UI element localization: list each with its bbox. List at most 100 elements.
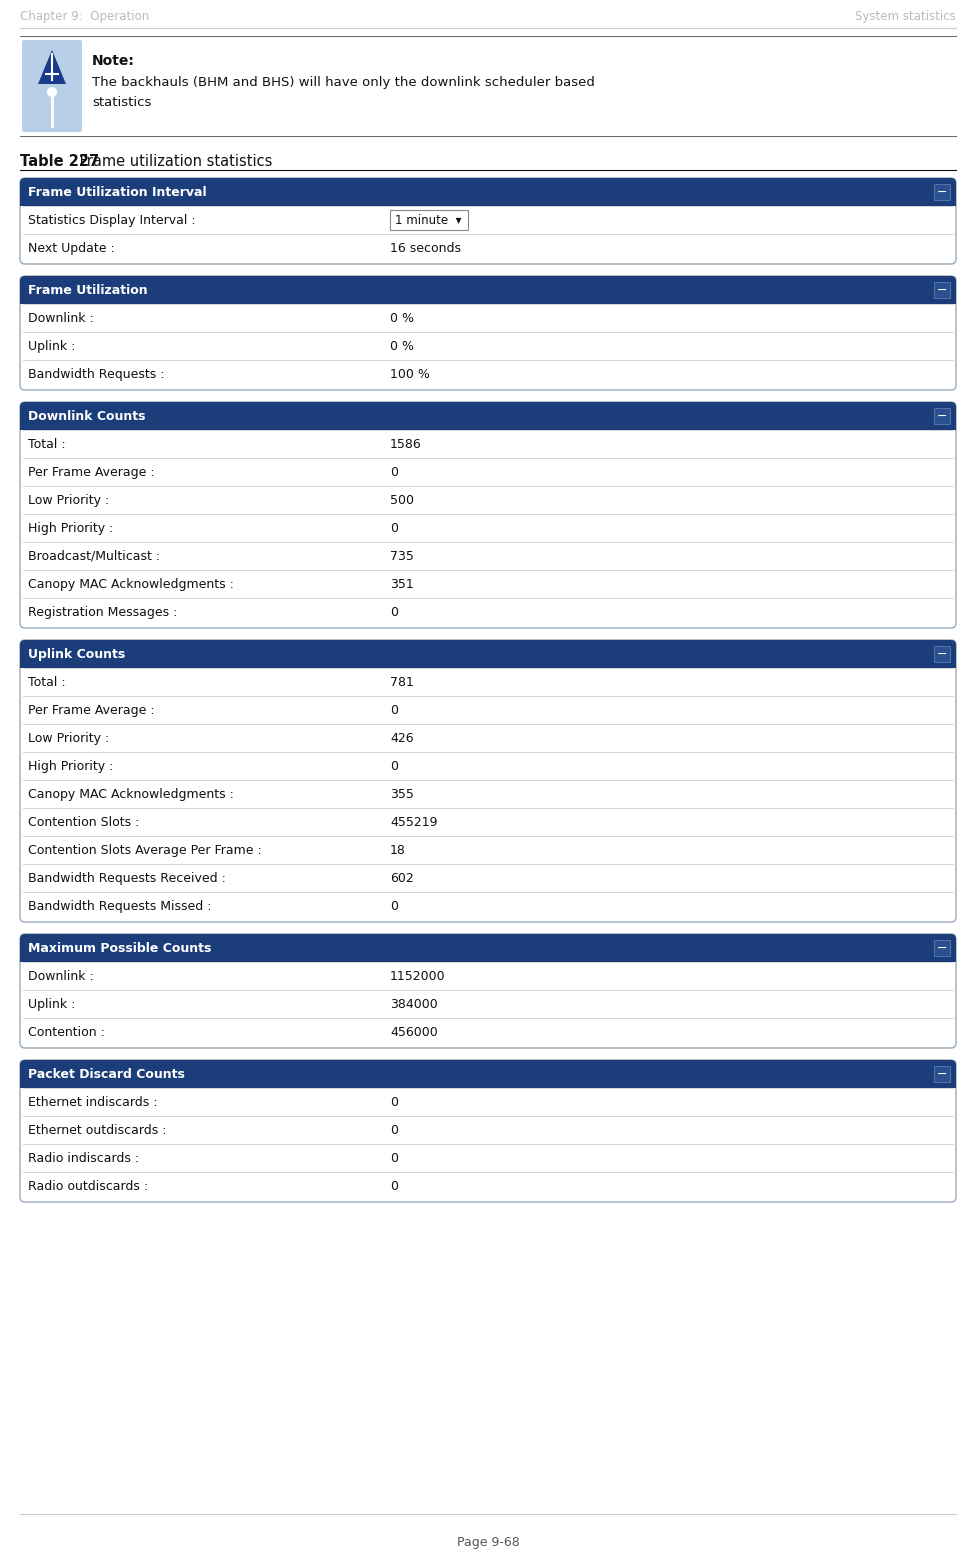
Text: Per Frame Average :: Per Frame Average : — [28, 465, 154, 479]
Text: −: − — [937, 941, 948, 954]
FancyBboxPatch shape — [20, 275, 956, 303]
Text: Bandwidth Requests Received :: Bandwidth Requests Received : — [28, 871, 225, 884]
Text: Canopy MAC Acknowledgments :: Canopy MAC Acknowledgments : — [28, 787, 234, 800]
Text: System statistics: System statistics — [855, 9, 956, 23]
Bar — [934, 940, 950, 955]
Text: Uplink :: Uplink : — [28, 997, 75, 1010]
Text: 426: 426 — [390, 731, 414, 744]
Text: 18: 18 — [390, 843, 406, 856]
Bar — [20, 201, 956, 205]
Text: 384000: 384000 — [390, 997, 438, 1010]
Polygon shape — [38, 50, 66, 84]
Text: Maximum Possible Counts: Maximum Possible Counts — [28, 941, 212, 954]
Text: Total :: Total : — [28, 675, 65, 688]
Text: 500: 500 — [390, 493, 414, 507]
Text: 16 seconds: 16 seconds — [390, 241, 461, 255]
Circle shape — [47, 87, 57, 96]
Text: High Priority :: High Priority : — [28, 521, 113, 535]
Text: 0: 0 — [390, 521, 398, 535]
Text: Next Update :: Next Update : — [28, 241, 115, 255]
Text: Frame utilization statistics: Frame utilization statistics — [75, 154, 272, 170]
Text: −: − — [937, 185, 948, 199]
Text: Low Priority :: Low Priority : — [28, 493, 109, 507]
Text: 0: 0 — [390, 1123, 398, 1136]
Text: Downlink :: Downlink : — [28, 311, 94, 325]
Text: 0: 0 — [390, 605, 398, 618]
FancyBboxPatch shape — [20, 934, 956, 1049]
Text: 602: 602 — [390, 871, 414, 884]
Text: Chapter 9:  Operation: Chapter 9: Operation — [20, 9, 149, 23]
Text: 355: 355 — [390, 787, 414, 800]
Bar — [934, 408, 950, 423]
Text: High Priority :: High Priority : — [28, 759, 113, 772]
Text: 1586: 1586 — [390, 437, 422, 451]
Text: −: − — [937, 647, 948, 660]
Text: −: − — [937, 1067, 948, 1080]
Text: 455219: 455219 — [390, 815, 437, 828]
Text: Downlink Counts: Downlink Counts — [28, 409, 145, 423]
Bar — [20, 1083, 956, 1088]
Bar — [934, 1066, 950, 1081]
Text: The backhauls (BHM and BHS) will have only the downlink scheduler based: The backhauls (BHM and BHS) will have on… — [92, 76, 595, 89]
FancyBboxPatch shape — [20, 1060, 956, 1201]
FancyBboxPatch shape — [20, 177, 956, 205]
Text: Radio indiscards :: Radio indiscards : — [28, 1151, 140, 1164]
Text: 0: 0 — [390, 1095, 398, 1108]
Text: −: − — [937, 283, 948, 297]
Text: Low Priority :: Low Priority : — [28, 731, 109, 744]
Text: Radio outdiscards :: Radio outdiscards : — [28, 1179, 148, 1192]
Text: 0 %: 0 % — [390, 339, 414, 353]
Text: Frame Utilization Interval: Frame Utilization Interval — [28, 185, 207, 199]
FancyBboxPatch shape — [22, 40, 82, 132]
Text: 456000: 456000 — [390, 1025, 438, 1038]
Text: Page 9-68: Page 9-68 — [457, 1536, 519, 1550]
Text: 0 %: 0 % — [390, 311, 414, 325]
Text: 0: 0 — [390, 465, 398, 479]
FancyBboxPatch shape — [20, 401, 956, 429]
Text: Uplink :: Uplink : — [28, 339, 75, 353]
Text: Contention Slots :: Contention Slots : — [28, 815, 140, 828]
Text: Bandwidth Requests :: Bandwidth Requests : — [28, 367, 165, 381]
Text: 1 minute  ▾: 1 minute ▾ — [395, 213, 462, 227]
Bar — [20, 299, 956, 303]
Text: Contention Slots Average Per Frame :: Contention Slots Average Per Frame : — [28, 843, 262, 856]
Text: 0: 0 — [390, 759, 398, 772]
Bar — [20, 663, 956, 668]
Bar — [20, 425, 956, 429]
Text: 0: 0 — [390, 703, 398, 716]
Text: Registration Messages :: Registration Messages : — [28, 605, 178, 618]
Text: Contention :: Contention : — [28, 1025, 104, 1038]
FancyBboxPatch shape — [20, 401, 956, 629]
Text: Note:: Note: — [92, 54, 135, 68]
Text: Ethernet outdiscards :: Ethernet outdiscards : — [28, 1123, 167, 1136]
Text: Packet Discard Counts: Packet Discard Counts — [28, 1067, 184, 1080]
Text: 0: 0 — [390, 1179, 398, 1192]
Text: Frame Utilization: Frame Utilization — [28, 283, 147, 297]
Bar — [390, 210, 468, 230]
FancyBboxPatch shape — [20, 275, 956, 391]
Text: Broadcast/Multicast :: Broadcast/Multicast : — [28, 549, 160, 563]
Text: Per Frame Average :: Per Frame Average : — [28, 703, 154, 716]
FancyBboxPatch shape — [20, 1060, 956, 1088]
Text: −: − — [937, 409, 948, 423]
Text: Ethernet indiscards :: Ethernet indiscards : — [28, 1095, 157, 1108]
Text: Canopy MAC Acknowledgments :: Canopy MAC Acknowledgments : — [28, 577, 234, 590]
Text: 351: 351 — [390, 577, 414, 590]
Bar — [20, 957, 956, 962]
Text: Statistics Display Interval :: Statistics Display Interval : — [28, 213, 195, 227]
Text: 0: 0 — [390, 899, 398, 912]
Text: 735: 735 — [390, 549, 414, 563]
Text: 1152000: 1152000 — [390, 969, 446, 982]
Bar — [934, 184, 950, 201]
Text: 781: 781 — [390, 675, 414, 688]
Text: 100 %: 100 % — [390, 367, 429, 381]
FancyBboxPatch shape — [20, 934, 956, 962]
FancyBboxPatch shape — [20, 177, 956, 265]
Text: 0: 0 — [390, 1151, 398, 1164]
Bar — [934, 282, 950, 299]
Text: statistics: statistics — [92, 96, 151, 109]
FancyBboxPatch shape — [20, 640, 956, 923]
Text: Total :: Total : — [28, 437, 65, 451]
Text: Table 227: Table 227 — [20, 154, 100, 170]
Bar — [934, 646, 950, 661]
